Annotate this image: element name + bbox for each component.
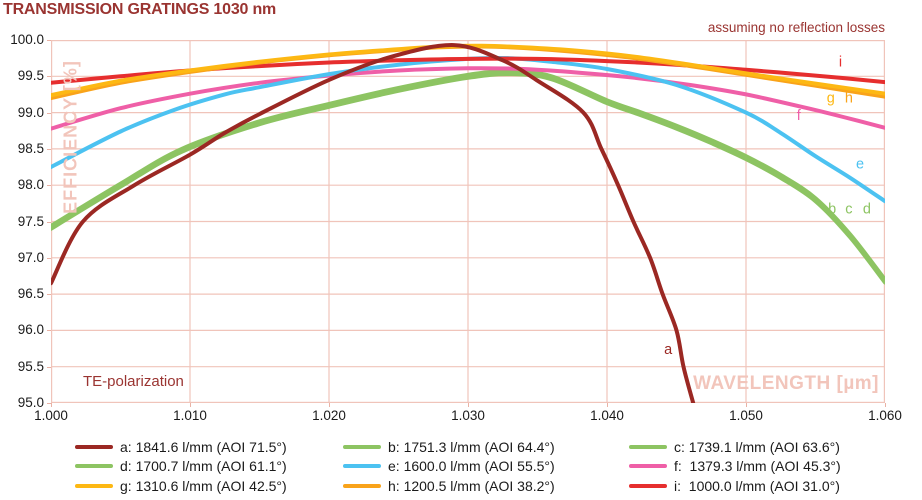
y-tick-label: 99.0 [17, 104, 44, 120]
y-tick-label: 97.5 [17, 213, 44, 229]
curve-label-c: c [845, 202, 852, 218]
y-tick-mark [47, 330, 51, 332]
x-tick-mark [51, 403, 52, 407]
legend-swatch-d [75, 464, 113, 469]
y-axis-label: EFFICIENCY [%] [60, 60, 81, 214]
legend-label-f: f: 1379.3 l/mm (AOI 45.3°) [674, 458, 841, 475]
legend-swatch-e [343, 464, 381, 469]
x-tick-mark [468, 403, 469, 407]
x-tick-label: 1.030 [451, 408, 485, 423]
legend-swatch-c [629, 444, 667, 449]
y-tick-mark [47, 221, 51, 223]
y-tick-mark [47, 185, 51, 187]
y-tick-label: 95.5 [17, 358, 44, 374]
legend-swatch-f [629, 464, 667, 469]
legend-label-g: g: 1310.6 l/mm (AOI 42.5°) [120, 477, 287, 494]
legend-label-c: c: 1739.1 l/mm (AOI 63.6°) [674, 438, 840, 455]
y-tick-mark [47, 112, 51, 114]
efficiency-curves-canvas: a b c d e f g h i [51, 40, 885, 403]
legend-item-h: h: 1200.5 l/mm (AOI 38.2°) [343, 478, 629, 494]
legend-swatch-b [343, 444, 381, 449]
x-tick-label: 1.000 [34, 408, 68, 423]
y-tick-mark [47, 76, 51, 78]
page-title: TRANSMISSION GRATINGS 1030 nm [3, 1, 277, 18]
plot-border [51, 40, 885, 403]
curve-label-a: a [664, 342, 673, 358]
legend-swatch-a [75, 444, 113, 449]
x-tick-label: 1.040 [590, 408, 624, 423]
x-tick-mark [885, 403, 886, 407]
legend-item-b: b: 1751.3 l/mm (AOI 64.4°) [343, 439, 629, 455]
y-tick-mark [47, 148, 51, 150]
legend: a: 1841.6 l/mm (AOI 71.5°) b: 1751.3 l/mm… [75, 437, 915, 496]
curve-label-g: g [827, 91, 835, 107]
polarization-annotation: TE-polarization [83, 373, 184, 390]
curve-label-h: h [845, 91, 853, 107]
legend-swatch-i [629, 483, 667, 488]
legend-item-i: i: 1000.0 l/mm (AOI 31.0°) [629, 478, 915, 494]
x-tick-mark [329, 403, 330, 407]
curve-label-e: e [856, 157, 864, 173]
y-tick-label: 99.5 [17, 68, 44, 84]
legend-label-e: e: 1600.0 l/mm (AOI 55.5°) [388, 458, 555, 475]
curve-label-i: i [839, 54, 842, 70]
y-tick-label: 100.0 [10, 32, 44, 47]
reflection-losses-note: assuming no reflection losses [707, 20, 885, 35]
x-tick-label: 1.060 [868, 408, 902, 423]
x-tick-mark [190, 403, 191, 407]
y-tick-mark [47, 294, 51, 296]
legend-label-b: b: 1751.3 l/mm (AOI 64.4°) [388, 438, 555, 455]
y-tick-label: 97.0 [17, 249, 44, 265]
legend-item-a: a: 1841.6 l/mm (AOI 71.5°) [75, 439, 343, 455]
legend-swatch-h [343, 483, 381, 488]
y-tick-mark [47, 403, 51, 404]
curve-label-b: b [828, 202, 836, 218]
x-tick-mark [607, 403, 608, 407]
legend-swatch-g [75, 483, 113, 488]
curve-g [51, 43, 885, 98]
y-tick-label: 98.5 [17, 140, 44, 156]
y-tick-mark [47, 40, 51, 41]
curve-f [51, 66, 885, 131]
x-tick-mark [746, 403, 747, 407]
legend-label-h: h: 1200.5 l/mm (AOI 38.2°) [388, 477, 555, 494]
x-tick-label: 1.010 [173, 408, 207, 423]
legend-label-i: i: 1000.0 l/mm (AOI 31.0°) [674, 477, 840, 494]
y-tick-label: 95.0 [17, 395, 44, 410]
x-tick-label: 1.050 [729, 408, 763, 423]
x-axis-label: WAVELENGTH [µm] [693, 373, 879, 394]
y-tick-label: 96.5 [17, 286, 44, 302]
x-tick-label: 1.020 [312, 408, 346, 423]
y-tick-mark [47, 257, 51, 259]
y-tick-label: 96.0 [17, 322, 44, 338]
legend-item-e: e: 1600.0 l/mm (AOI 55.5°) [343, 458, 629, 474]
legend-item-g: g: 1310.6 l/mm (AOI 42.5°) [75, 478, 343, 494]
curve-a [51, 43, 696, 403]
legend-label-d: d: 1700.7 l/mm (AOI 61.1°) [120, 458, 287, 475]
curve-label-d: d [863, 202, 871, 218]
legend-label-a: a: 1841.6 l/mm (AOI 71.5°) [120, 438, 287, 455]
legend-item-f: f: 1379.3 l/mm (AOI 45.3°) [629, 458, 915, 474]
curve-label-f: f [797, 108, 802, 124]
y-tick-mark [47, 366, 51, 368]
legend-item-c: c: 1739.1 l/mm (AOI 63.6°) [629, 439, 915, 455]
legend-item-d: d: 1700.7 l/mm (AOI 61.1°) [75, 458, 343, 474]
y-tick-label: 98.0 [17, 177, 44, 193]
